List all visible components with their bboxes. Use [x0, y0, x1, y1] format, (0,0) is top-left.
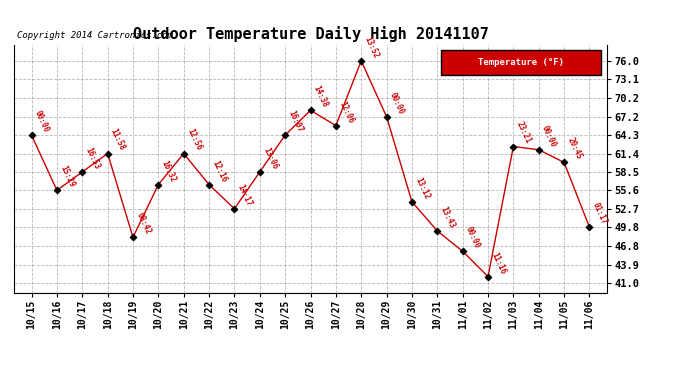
Title: Outdoor Temperature Daily High 20141107: Outdoor Temperature Daily High 20141107	[132, 27, 489, 42]
Point	[178, 150, 189, 156]
Point	[559, 159, 570, 165]
Point	[229, 206, 240, 212]
Text: Temperature (°F): Temperature (°F)	[478, 58, 564, 67]
Point	[204, 182, 215, 188]
Point	[457, 248, 469, 254]
Point	[508, 144, 519, 150]
Text: 13:12: 13:12	[413, 176, 431, 201]
Point	[331, 123, 342, 129]
Point	[584, 224, 595, 230]
Point	[279, 132, 290, 138]
Text: 12:06: 12:06	[337, 100, 355, 124]
Point	[381, 114, 392, 120]
Text: 23:21: 23:21	[515, 120, 533, 145]
Text: 13:43: 13:43	[439, 205, 457, 230]
Text: 14:17: 14:17	[236, 183, 254, 207]
FancyBboxPatch shape	[441, 50, 601, 75]
Text: 15:29: 15:29	[58, 164, 76, 189]
Point	[51, 188, 62, 194]
Text: 00:00: 00:00	[464, 225, 482, 250]
Point	[254, 169, 265, 175]
Point	[356, 58, 367, 64]
Point	[102, 150, 113, 156]
Text: 00:00: 00:00	[540, 124, 558, 148]
Text: Copyright 2014 Cartronics.com: Copyright 2014 Cartronics.com	[17, 31, 172, 40]
Text: 00:00: 00:00	[33, 109, 51, 134]
Text: 16:53: 16:53	[83, 146, 101, 171]
Point	[432, 228, 443, 234]
Point	[77, 169, 88, 175]
Text: 16:32: 16:32	[159, 159, 177, 183]
Point	[533, 147, 544, 153]
Point	[482, 274, 493, 280]
Point	[152, 182, 164, 188]
Text: 20:45: 20:45	[565, 136, 583, 161]
Point	[406, 199, 417, 205]
Text: 01:17: 01:17	[591, 201, 609, 226]
Text: 12:56: 12:56	[185, 128, 203, 152]
Text: 13:52: 13:52	[362, 35, 380, 60]
Text: 13:06: 13:06	[261, 146, 279, 171]
Point	[26, 132, 37, 138]
Text: 11:58: 11:58	[109, 128, 127, 152]
Point	[305, 107, 316, 113]
Text: 08:42: 08:42	[135, 211, 152, 236]
Point	[128, 234, 139, 240]
Text: 12:16: 12:16	[210, 159, 228, 183]
Text: 00:00: 00:00	[388, 91, 406, 116]
Text: 16:07: 16:07	[286, 109, 304, 134]
Text: 11:16: 11:16	[489, 251, 507, 275]
Text: 14:38: 14:38	[312, 84, 330, 109]
